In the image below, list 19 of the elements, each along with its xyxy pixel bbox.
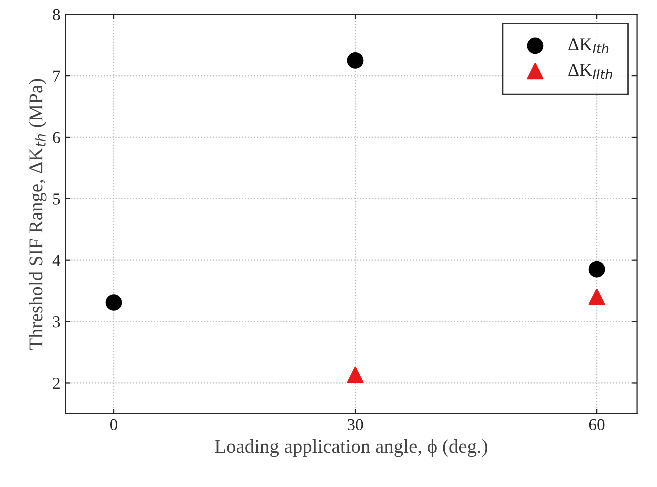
point (106, 294, 122, 311)
point (588, 289, 606, 306)
y-tick-label: 6 (53, 132, 60, 144)
x-axis-title: Loading application angle, ϕ (deg.) (215, 439, 488, 458)
x-tick-label: 30 (348, 419, 364, 431)
point (347, 367, 364, 384)
point (347, 52, 364, 69)
legend-label: ΔK$_{Ith}$ (568, 38, 609, 54)
point (588, 261, 606, 278)
y-tick-label: 7 (54, 70, 60, 82)
y-tick-label: 4 (52, 255, 61, 266)
x-tick-label: 0 (110, 419, 118, 431)
y-axis-title: Threshold SIF Range, ΔK$_{th}$ (MPa) (29, 79, 47, 350)
y-tick-label: 3 (53, 316, 60, 328)
y-tick-label: 2 (53, 378, 60, 390)
legend-label: ΔK$_{IIth}$ (568, 64, 612, 80)
y-tick-label: 8 (53, 9, 60, 21)
x-tick-label: 60 (589, 419, 605, 431)
y-tick-label: 5 (53, 194, 60, 205)
